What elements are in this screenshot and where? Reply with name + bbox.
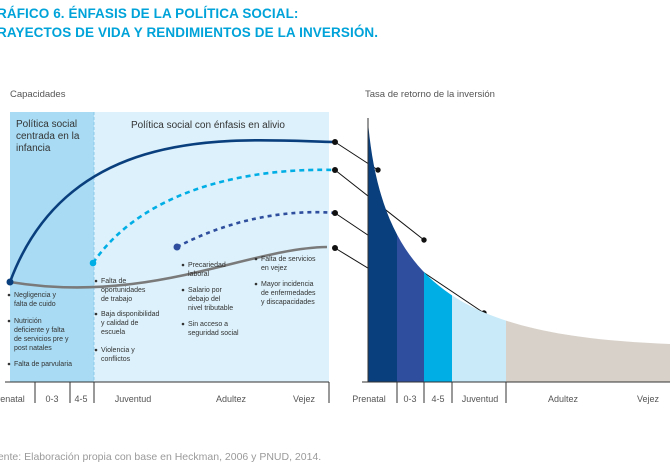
right-x-label-adulthood: Adultez [548, 394, 579, 404]
right-x-label-4-5: 4-5 [431, 394, 444, 404]
svg-text:Falta de parvularia: Falta de parvularia [14, 361, 72, 368]
left-axis-ticks [34, 382, 330, 403]
connector-end-youth [421, 237, 427, 243]
left-x-label-adulthood: Adultez [216, 394, 247, 404]
adult-intervention-point [173, 243, 181, 251]
left-x-label-4-5: 4-5 [74, 394, 87, 404]
notes-old-age: Falta de servicios en vejez Mayor inciden… [254, 256, 316, 306]
notes-adulthood: Precariedad laboral Salario por debajo del… [181, 262, 239, 337]
band-youth [452, 122, 506, 382]
right-axis-ticks [396, 382, 507, 403]
return-decay-area [368, 122, 670, 382]
band-adult-old-age [506, 122, 670, 382]
youth-investment-curve [91, 168, 336, 264]
left-x-label-0-3: 0-3 [45, 394, 58, 404]
band-4-5 [424, 122, 452, 382]
region-childhood [10, 112, 94, 382]
early-investment-curve [8, 138, 336, 283]
notes-youth: Falta de oportunidades de trabajo Baja dis… [94, 278, 159, 363]
region-childhood-label: Política social centrada en la infancia [16, 119, 82, 154]
right-x-labels: Prenatal 0-3 4-5 Juventud Adultez Vejez [352, 394, 659, 404]
left-x-label-prenatal: renatal [0, 394, 25, 404]
right-x-label-prenatal: Prenatal [352, 394, 386, 404]
figure-title-line2: RAYECTOS DE VIDA Y RENDIMIENTOS DE LA IN… [0, 25, 379, 40]
left-axis-title: Capacidades [10, 89, 66, 100]
source-note: nente: Elaboración propia con base en He… [0, 451, 322, 463]
left-x-label-youth: Juventud [115, 394, 152, 404]
band-0-3 [397, 122, 424, 382]
region-relief [94, 112, 329, 382]
notes-childhood: Negligencia y falta de cuido Nutrición def… [7, 292, 72, 368]
start-point [6, 278, 14, 286]
right-x-label-0-3: 0-3 [403, 394, 416, 404]
figure-title-line1: RÁFICO 6. ÉNFASIS DE LA POLÍTICA SOCIAL: [0, 6, 299, 21]
baseline-trajectory-curve [9, 245, 328, 289]
right-x-label-youth: Juventud [462, 394, 499, 404]
right-x-label-old-age: Vejez [637, 394, 660, 404]
left-x-label-old-age: Vejez [293, 394, 316, 404]
band-prenatal [368, 122, 397, 382]
connector-end-early [375, 167, 381, 173]
youth-intervention-point [89, 259, 97, 267]
left-x-labels: renatal 0-3 4-5 Juventud Adultez Vejez [0, 394, 316, 404]
region-relief-label: Política social con énfasis en alivio [131, 120, 285, 131]
right-axis-title: Tasa de retorno de la inversión [365, 89, 495, 100]
